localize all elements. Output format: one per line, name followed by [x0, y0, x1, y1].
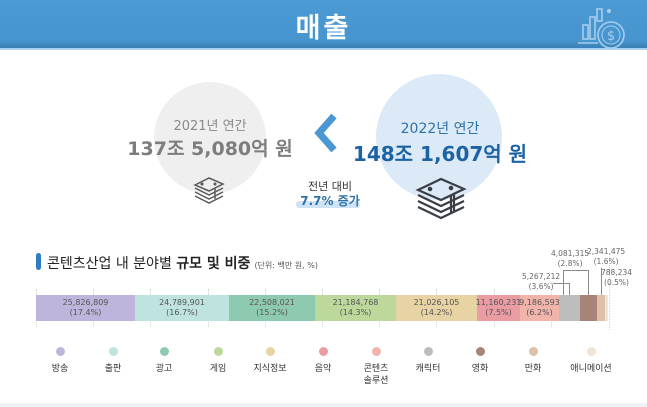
legend-label: 콘텐츠 솔루션 — [363, 364, 389, 386]
legend-label: 영화 — [471, 364, 489, 374]
callout-value: 4,081,315 — [551, 249, 590, 258]
bar-segment-publishing[interactable]: 24,789,901 (16.7%) — [135, 295, 229, 321]
legend-label: 애니메이션 — [570, 364, 612, 374]
prev-year-circle — [154, 82, 266, 194]
callout-leader — [553, 283, 570, 295]
legend-item-animation: 애니메이션 — [556, 347, 626, 375]
bar-segment-content-solution[interactable]: 9,186,593 (6.2%) — [519, 295, 560, 321]
legend-dot — [586, 347, 596, 356]
legend-dot — [265, 347, 275, 356]
bar-segment-game[interactable]: 21,184,768 (14.3%) — [315, 295, 396, 321]
legend-label: 방송 — [51, 364, 69, 374]
segment-value: 21,026,105 — [413, 298, 460, 307]
segment-share: (6.2%) — [526, 308, 553, 317]
legend-dot — [528, 347, 538, 356]
segment-value: 24,789,901 — [159, 298, 205, 307]
callout-leader — [563, 270, 589, 295]
legend-label: 만화 — [524, 364, 542, 374]
callout-leader — [601, 268, 602, 295]
callout-share: (3.6%) — [528, 282, 554, 291]
revenue-chart-coin-icon: $ — [578, 8, 625, 49]
legend-item-game: 게임 — [188, 347, 248, 375]
curr-year-label: 2022년 연간 — [400, 121, 480, 137]
callout-leader — [563, 270, 589, 271]
legend-item-character: 캐릭터 — [398, 347, 458, 375]
legend-label: 게임 — [209, 364, 227, 374]
segment-value: 25,826,809 — [62, 298, 109, 307]
legend-item-movie: 영화 — [450, 347, 510, 375]
bar-segment-advertising[interactable]: 22,508,021 (15.2%) — [229, 295, 315, 321]
callout-share: (0.5%) — [604, 278, 629, 287]
callout-movie: 4,081,315 (2.8%) — [551, 249, 589, 269]
legend-dot — [55, 347, 65, 356]
legend-dot — [475, 347, 485, 356]
section-title: 콘텐츠산업 내 분야별 규모 및 비중 (단위: 백만 원, %) — [47, 253, 318, 273]
callout-comics: 2,341,475 (1.6%) — [587, 247, 625, 267]
callout-share: (1.6%) — [593, 257, 619, 266]
section-unit: (단위: 백만 원, %) — [254, 261, 318, 270]
legend-item-content-solution: 콘텐츠 솔루션 — [346, 347, 406, 387]
segment-share: (14.3%) — [339, 308, 372, 317]
legend-dot — [318, 347, 328, 356]
bar-segment-animation[interactable] — [605, 295, 608, 321]
money-stack-icon — [193, 177, 225, 204]
svg-text:$: $ — [607, 29, 615, 44]
segment-share: (14.2%) — [420, 308, 453, 317]
legend-label: 캐릭터 — [415, 364, 441, 374]
callout-animation: 788,234 (0.5%) — [601, 268, 632, 288]
bar-segment-broadcasting[interactable]: 25,826,809 (17.4%) — [36, 295, 135, 321]
legend-item-advertising: 광고 — [134, 347, 194, 375]
segment-share: (7.5%) — [485, 308, 512, 317]
bar-segment-comics[interactable] — [597, 295, 605, 321]
callout-character: 5,267,212 (3.6%) — [522, 272, 560, 292]
callout-share: (2.8%) — [557, 259, 583, 268]
prev-year-label: 2021년 연간 — [173, 119, 247, 134]
footer-band — [0, 403, 647, 407]
segment-share: (17.4%) — [69, 308, 102, 317]
bar-segment-knowledge-info[interactable]: 21,026,105 (14.2%) — [396, 295, 477, 321]
curr-year-value: 148조 1,607억 원 — [352, 142, 528, 166]
legend-item-publishing: 출판 — [83, 347, 143, 375]
bar-segment-movie[interactable] — [580, 295, 597, 321]
legend-item-comics: 만화 — [503, 347, 563, 375]
legend-dot — [159, 347, 169, 356]
legend-dot — [371, 347, 381, 356]
legend-label: 지식정보 — [253, 364, 287, 374]
legend-dot — [423, 347, 433, 356]
legend-item-knowledge-info: 지식정보 — [240, 347, 300, 375]
segment-value: 21,184,768 — [332, 298, 379, 307]
segment-value: 22,508,021 — [249, 298, 295, 307]
bar-segment-character[interactable] — [559, 295, 580, 321]
grid-line — [609, 260, 610, 330]
segment-share: (16.7%) — [166, 308, 198, 317]
legend-item-music: 음악 — [293, 347, 353, 375]
callout-value: 5,267,212 — [522, 272, 561, 281]
yoy-label: 전년 대비 — [308, 180, 352, 193]
legend-label: 광고 — [155, 364, 173, 374]
yoy-highlight — [296, 201, 360, 208]
segment-value: 9,186,593 — [519, 298, 560, 307]
segment-share: (15.2%) — [256, 308, 288, 317]
legend-item-broadcasting: 방송 — [30, 347, 90, 375]
money-stack-icon — [415, 177, 467, 220]
stacked-bar: 25,826,809 (17.4%) 24,789,901 (16.7%) 22… — [36, 295, 608, 321]
page-title: 매출 — [295, 13, 352, 44]
section-title-bold: 규모 및 비중 — [176, 256, 251, 272]
prev-year-value: 137조 5,080억 원 — [127, 138, 293, 160]
legend-dot — [108, 347, 118, 356]
yoy-value: 7.7% 증가 — [300, 194, 360, 208]
bar-segment-music[interactable]: 11,160,231 (7.5%) — [475, 295, 522, 321]
callout-value: 788,234 — [601, 268, 633, 277]
section-title-plain: 콘텐츠산업 내 분야별 — [47, 256, 177, 272]
section-marker — [36, 253, 41, 270]
callout-leader — [563, 270, 589, 295]
chevron-left-icon — [314, 113, 337, 153]
segment-value: 11,160,231 — [475, 298, 522, 307]
legend-dot — [213, 347, 223, 356]
legend-label: 음악 — [314, 364, 332, 374]
callout-value: 2,341,475 — [587, 247, 626, 256]
legend-label: 출판 — [104, 364, 122, 374]
page-header: 매출 $ — [0, 0, 647, 50]
